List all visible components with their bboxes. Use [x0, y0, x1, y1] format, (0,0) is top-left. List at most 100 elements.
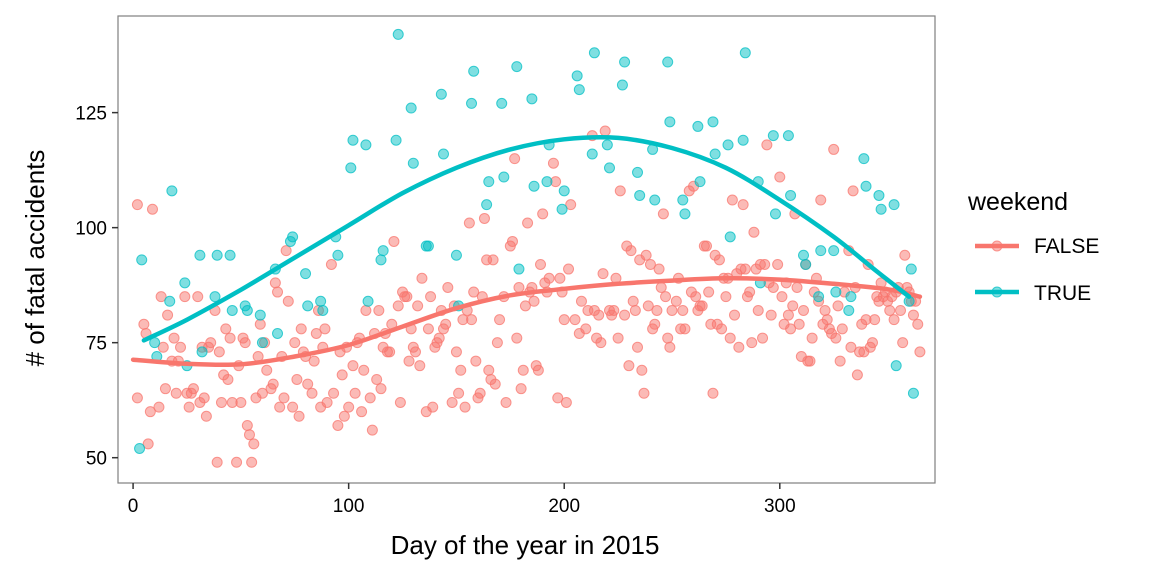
point-false: [239, 337, 251, 349]
trend-lines: [130, 134, 923, 368]
point-true: [905, 263, 917, 275]
point-true: [407, 157, 419, 169]
point-true: [798, 249, 810, 261]
point-true: [649, 194, 661, 206]
point-true: [873, 189, 885, 201]
point-false: [748, 226, 760, 238]
point-false: [463, 217, 475, 229]
point-false: [782, 309, 794, 321]
point-false: [409, 346, 421, 358]
point-false: [308, 355, 320, 367]
point-false: [739, 263, 751, 275]
point-false: [289, 337, 301, 349]
point-false: [131, 199, 143, 211]
point-false: [776, 291, 788, 303]
point-false: [632, 341, 644, 353]
point-true: [679, 208, 691, 220]
trend-line-false: [130, 276, 923, 368]
point-false: [707, 387, 719, 399]
point-true: [737, 134, 749, 146]
point-false: [509, 153, 521, 165]
point-false: [459, 401, 471, 413]
point-false: [347, 360, 359, 372]
point-false: [547, 157, 559, 169]
point-false: [468, 286, 480, 298]
point-true: [224, 249, 236, 261]
point-false: [774, 171, 786, 183]
point-false: [888, 314, 900, 326]
point-false: [170, 387, 182, 399]
point-false: [757, 332, 769, 344]
y-tick-label-100: 100: [75, 219, 107, 240]
point-false: [528, 295, 540, 307]
point-false: [183, 401, 195, 413]
point-false: [246, 456, 258, 468]
point-false: [248, 438, 260, 450]
point-false: [804, 355, 816, 367]
y-tick-label-50: 50: [86, 449, 107, 470]
point-false: [815, 194, 827, 206]
point-false: [787, 300, 799, 312]
point-false: [466, 314, 478, 326]
point-false: [895, 304, 907, 316]
y-tick-label-125: 125: [75, 104, 107, 125]
point-true: [526, 93, 538, 105]
point-false: [752, 304, 764, 316]
point-false: [131, 392, 143, 404]
point-true: [300, 268, 312, 280]
point-false: [543, 272, 555, 284]
point-false: [442, 281, 454, 293]
point-false: [636, 364, 648, 376]
point-true: [166, 185, 178, 197]
point-true: [241, 304, 253, 316]
point-true: [843, 304, 855, 316]
point-false: [394, 396, 406, 408]
point-false: [866, 337, 878, 349]
point-false: [450, 346, 462, 358]
point-true: [347, 134, 359, 146]
legend-label-true: TRUE: [1034, 282, 1091, 305]
point-true: [556, 203, 568, 215]
point-true: [694, 176, 706, 188]
point-false: [491, 337, 503, 349]
point-false: [388, 235, 400, 247]
point-false: [677, 304, 689, 316]
point-false: [375, 383, 387, 395]
point-true: [828, 245, 840, 257]
point-false: [651, 304, 663, 316]
point-true: [422, 240, 434, 252]
point-false: [798, 304, 810, 316]
point-false: [629, 304, 641, 316]
point-false: [425, 291, 437, 303]
point-true: [134, 442, 146, 454]
point-false: [269, 277, 281, 289]
point-false: [474, 387, 486, 399]
point-false: [666, 304, 678, 316]
point-true: [302, 300, 314, 312]
point-false: [761, 139, 773, 151]
point-true: [362, 295, 374, 307]
point-false: [325, 258, 337, 270]
point-false: [565, 199, 577, 211]
x-tick-label-0: 0: [128, 496, 139, 517]
point-true: [196, 346, 208, 358]
point-false: [828, 143, 840, 155]
point-false: [554, 272, 566, 284]
point-false: [608, 304, 620, 316]
point-false: [306, 387, 318, 399]
point-true: [860, 180, 872, 192]
point-false: [511, 332, 523, 344]
point-false: [175, 341, 187, 353]
point-false: [907, 309, 919, 321]
point-true: [739, 47, 751, 59]
point-false: [537, 208, 549, 220]
point-false: [414, 360, 426, 372]
point-false: [356, 406, 368, 418]
point-true: [800, 258, 812, 270]
point-false: [535, 258, 547, 270]
point-false: [343, 401, 355, 413]
point-false: [515, 383, 527, 395]
point-false: [623, 360, 635, 372]
trend-line-true: [141, 134, 912, 343]
